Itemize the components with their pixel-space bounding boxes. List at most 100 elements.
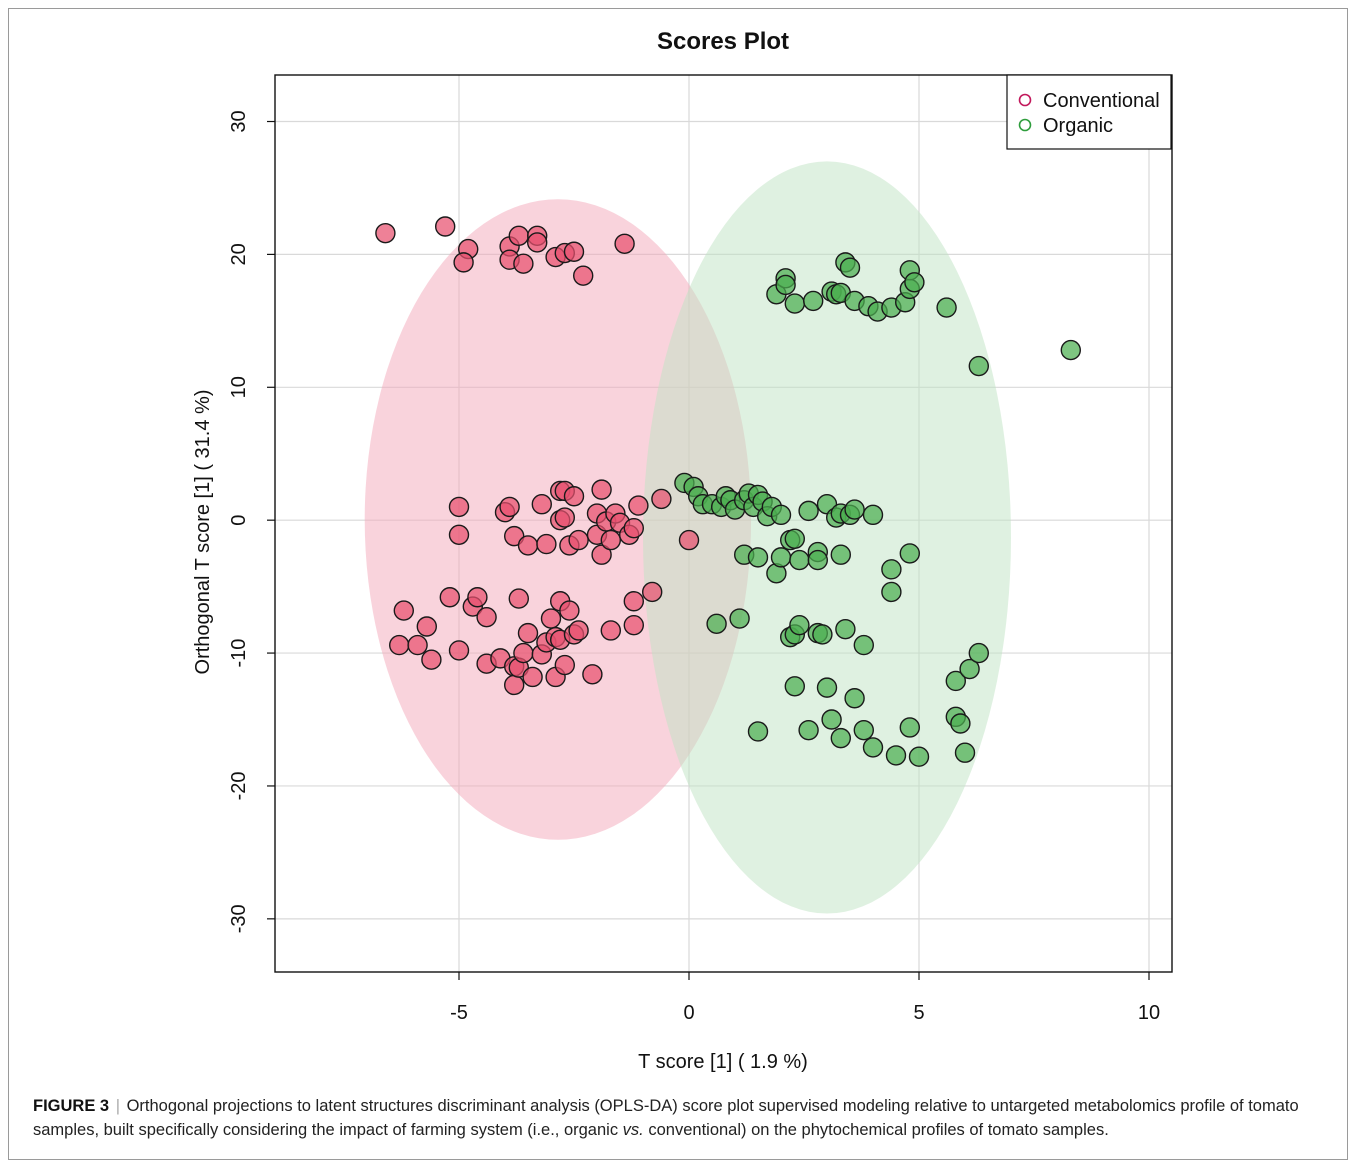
data-point-conventional (623, 614, 644, 636)
data-point-organic (862, 737, 884, 758)
data-point-conventional (476, 606, 497, 628)
data-point-organic (798, 719, 819, 741)
data-point-organic (821, 709, 842, 730)
data-point-organic (835, 618, 856, 640)
data-point-organic (784, 293, 805, 314)
caption-text-main: Orthogonal projections to latent structu… (33, 1097, 1299, 1139)
data-point-conventional (642, 581, 663, 603)
data-point-organic (904, 272, 925, 293)
data-point-conventional (573, 265, 594, 286)
data-point-organic (729, 608, 750, 629)
figure-caption: FIGURE 3 | Orthogonal projections to lat… (33, 1094, 1343, 1142)
data-point-conventional (513, 253, 534, 274)
data-point-conventional (536, 533, 557, 555)
data-point-conventional (517, 622, 539, 644)
y-tick-label: 10 (228, 376, 250, 398)
data-point-conventional (554, 654, 575, 676)
data-point-conventional (421, 649, 442, 670)
data-point-conventional (591, 479, 612, 500)
x-axis-label: T score [1] ( 1.9 %) (638, 1051, 808, 1073)
x-tick-label: -5 (450, 1002, 468, 1024)
data-point-conventional (499, 496, 520, 518)
chart-title: Scores Plot (657, 28, 789, 55)
score-points (375, 216, 1082, 767)
data-point-conventional (527, 232, 548, 253)
data-point-organic (784, 676, 805, 697)
data-point-organic (853, 634, 874, 656)
data-point-organic (812, 624, 833, 645)
data-point-organic (747, 721, 769, 742)
data-point-conventional (508, 225, 529, 246)
y-tick-label: -20 (228, 772, 250, 801)
caption-text-vs: vs. (622, 1121, 644, 1139)
data-point-conventional (416, 616, 437, 637)
y-tick-label: 0 (228, 515, 250, 526)
data-point-conventional (563, 486, 585, 507)
data-point-organic (706, 613, 727, 635)
data-point-conventional (591, 544, 612, 565)
axes: -5 0 5 10 -30 -20 -10 0 10 20 30 (228, 74, 1173, 1024)
data-point-organic (784, 528, 805, 549)
legend-label-organic: Organic (1043, 115, 1113, 137)
data-point-organic (899, 543, 920, 564)
y-tick-label: 20 (228, 243, 250, 265)
caption-text-end: conventional) on the phytochemical profi… (648, 1121, 1109, 1139)
data-point-organic (844, 499, 865, 520)
figure-frame: Scores Plot -5 0 5 10 -30 -20 -10 0 10 20 30 T sco… (8, 8, 1348, 1160)
data-point-organic (830, 727, 851, 749)
data-point-organic (950, 713, 971, 734)
data-point-organic (908, 746, 930, 767)
data-point-conventional (467, 587, 488, 608)
data-point-organic (807, 549, 828, 571)
data-point-conventional (513, 642, 534, 664)
y-tick-label: -10 (228, 639, 250, 668)
data-point-conventional (559, 600, 580, 621)
data-point-conventional (517, 535, 539, 556)
data-point-organic (844, 688, 865, 709)
data-point-conventional (393, 600, 414, 621)
data-point-conventional (568, 529, 589, 551)
scores-plot-chart: Scores Plot -5 0 5 10 -30 -20 -10 0 10 20 30 T sco… (192, 28, 1173, 1073)
data-point-conventional (614, 233, 635, 254)
data-point-conventional (600, 620, 621, 641)
data-point-conventional (540, 608, 562, 629)
chart-legend: Conventional Organic (1006, 74, 1172, 150)
data-point-conventional (582, 664, 603, 685)
data-point-organic (747, 547, 769, 568)
legend-marker-organic (1018, 118, 1032, 132)
data-point-conventional (628, 495, 649, 516)
data-point-conventional (554, 507, 575, 528)
data-point-organic (770, 547, 792, 568)
data-point-conventional (448, 524, 470, 545)
data-point-conventional (453, 252, 474, 273)
data-point-organic (954, 742, 976, 763)
x-tick-label: 0 (683, 1002, 694, 1024)
data-point-conventional (504, 674, 525, 696)
x-tick-label: 10 (1138, 1002, 1160, 1024)
y-tick-label: -30 (228, 904, 250, 933)
data-point-organic (881, 581, 902, 603)
data-point-conventional (439, 587, 460, 608)
figure-separator: | (115, 1097, 120, 1115)
data-point-organic (968, 642, 989, 664)
data-point-conventional (623, 517, 644, 539)
legend-marker-conventional (1018, 93, 1032, 107)
data-point-conventional (623, 591, 644, 612)
y-axis-label: Orthogonal T score [1] ( 31.4 %) (192, 390, 214, 675)
data-point-organic (968, 355, 989, 377)
plot-border (274, 74, 1173, 973)
data-point-organic (1060, 339, 1082, 361)
data-point-conventional (508, 588, 529, 609)
data-point-organic (789, 614, 810, 636)
data-point-organic (803, 290, 824, 312)
data-point-organic (830, 544, 851, 565)
data-point-organic (770, 504, 792, 526)
data-point-organic (816, 677, 838, 698)
data-point-conventional (563, 241, 585, 262)
data-point-organic (899, 717, 920, 738)
legend-label-conventional: Conventional (1043, 90, 1160, 112)
data-point-conventional (375, 222, 396, 244)
data-point-conventional (568, 620, 589, 641)
data-point-organic (798, 500, 819, 522)
data-point-organic (936, 297, 957, 318)
